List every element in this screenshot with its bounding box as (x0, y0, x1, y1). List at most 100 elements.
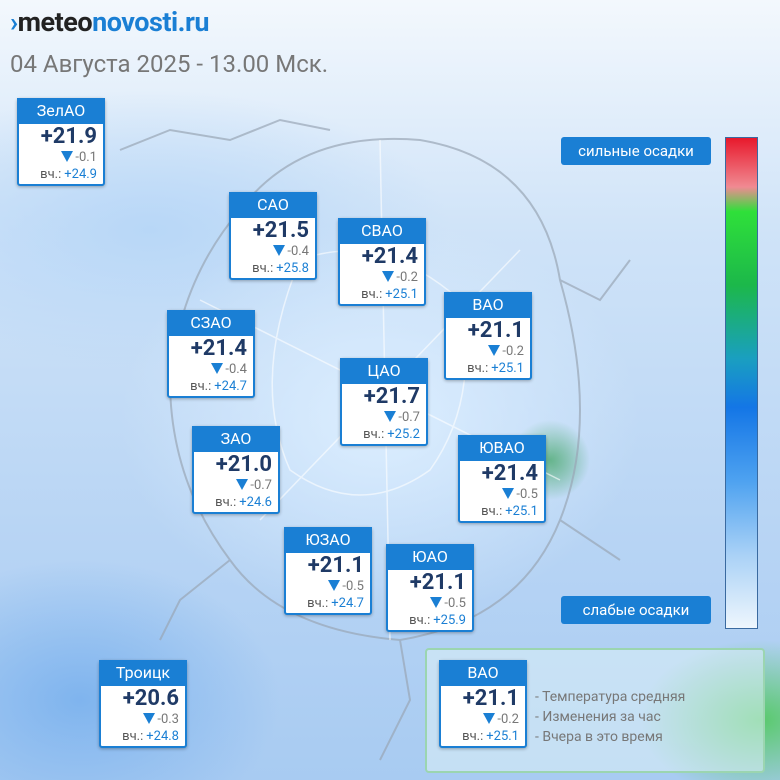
district-card: ЗАО +21.0 -0.7 вч.: +24.6 (192, 426, 280, 514)
yesterday-label: вч.: (361, 287, 383, 302)
down-arrow (502, 488, 515, 499)
logo-text: meteo (17, 6, 93, 38)
color-scale (725, 137, 758, 629)
yesterday: вч.: +25.1 (460, 503, 544, 521)
change-value: -0.3 (157, 712, 179, 727)
change-value: -0.1 (75, 150, 97, 165)
yesterday-label: вч.: (252, 261, 274, 276)
temperature: +21.1 (467, 318, 524, 343)
down-arrow (273, 245, 286, 256)
yesterday-label: вч.: (122, 729, 144, 744)
temperature: +21.5 (252, 218, 309, 243)
district-name: ЮВАО (458, 435, 546, 461)
yesterday-label: вч.: (307, 596, 329, 611)
district-card: ЮЗАО +21.1 -0.5 вч.: +24.7 (284, 527, 372, 615)
yesterday: вч.: +25.9 (388, 612, 472, 630)
district-card: ЦАО +21.7 -0.7 вч.: +25.2 (340, 358, 428, 446)
legend-item: - Изменения за час (535, 709, 661, 725)
down-arrow (211, 363, 224, 374)
hourly-change: -0.7 (194, 478, 278, 494)
hourly-change: -0.1 (19, 150, 103, 166)
yesterday-value: +25.1 (491, 361, 524, 376)
district-name: ЮЗАО (284, 527, 372, 553)
yesterday: вч.: +24.8 (101, 728, 185, 746)
district-card: Троицк +20.6 -0.3 вч.: +24.8 (99, 660, 187, 748)
district-name: СВАО (338, 218, 426, 244)
yesterday: вч.: +24.7 (286, 595, 370, 613)
change-value: -0.7 (398, 410, 420, 425)
hourly-change: -0.4 (231, 244, 315, 260)
yesterday-value: +24.6 (239, 495, 272, 510)
hourly-change: -0.5 (286, 579, 370, 595)
down-arrow (143, 713, 156, 724)
district-name: ЦАО (340, 358, 428, 384)
change-value: -0.5 (444, 596, 466, 611)
yesterday-value: +24.7 (331, 596, 364, 611)
district-name: СЗАО (167, 310, 255, 336)
district-name: ВАО (439, 660, 527, 686)
yesterday-label: вч.: (409, 613, 431, 628)
district-card: ВАО +21.1 -0.2 вч.: +25.1 (439, 660, 527, 748)
district-card: ЮВАО +21.4 -0.5 вч.: +25.1 (458, 435, 546, 523)
temperature: +21.1 (409, 570, 466, 595)
change-value: -0.2 (502, 344, 524, 359)
temperature: +21.4 (361, 244, 418, 269)
change-value: -0.2 (497, 712, 519, 727)
yesterday: вч.: +25.1 (441, 728, 525, 746)
yesterday-value: +25.8 (276, 261, 309, 276)
temperature: +20.6 (122, 686, 179, 711)
temperature: +21.7 (363, 384, 420, 409)
yesterday-label: вч.: (215, 495, 237, 510)
district-name: Троицк (99, 660, 187, 686)
temperature: +21.4 (481, 461, 538, 486)
scale-label: сильные осадки (561, 137, 711, 165)
logo-mark: › (10, 6, 18, 38)
yesterday-value: +25.2 (387, 427, 420, 442)
change-value: -0.2 (396, 270, 418, 285)
logo[interactable]: ›meteonovosti.ru (10, 6, 209, 38)
yesterday-value: +24.8 (146, 729, 179, 744)
district-card: ВАО +21.1 -0.2 вч.: +25.1 (444, 292, 532, 380)
legend-item: - Вчера в это время (535, 729, 663, 745)
down-arrow (488, 345, 501, 356)
yesterday-value: +25.1 (486, 729, 519, 744)
yesterday-value: +25.9 (433, 613, 466, 628)
hourly-change: -0.2 (441, 712, 525, 728)
change-value: -0.5 (342, 579, 364, 594)
district-card: ЮАО +21.1 -0.5 вч.: +25.9 (386, 544, 474, 632)
yesterday-label: вч.: (481, 504, 503, 519)
down-arrow (328, 580, 341, 591)
yesterday: вч.: +24.7 (169, 378, 253, 396)
scale-label: слабые осадки (561, 596, 711, 624)
yesterday-value: +24.9 (64, 167, 97, 182)
hourly-change: -0.2 (446, 344, 530, 360)
temperature: +21.1 (307, 553, 364, 578)
down-arrow (483, 713, 496, 724)
yesterday-label: вч.: (462, 729, 484, 744)
hourly-change: -0.7 (342, 410, 426, 426)
yesterday: вч.: +25.8 (231, 260, 315, 278)
temperature: +21.1 (462, 686, 519, 711)
hourly-change: -0.3 (101, 712, 185, 728)
change-value: -0.4 (287, 244, 309, 259)
district-card: СЗАО +21.4 -0.4 вч.: +24.7 (167, 310, 255, 398)
district-card: САО +21.5 -0.4 вч.: +25.8 (229, 192, 317, 280)
legend-item: - Температура средняя (535, 689, 686, 705)
change-value: -0.5 (516, 487, 538, 502)
down-arrow (61, 151, 74, 162)
yesterday: вч.: +24.9 (19, 166, 103, 184)
district-name: ЗелАО (17, 98, 105, 124)
hourly-change: -0.2 (340, 270, 424, 286)
yesterday-value: +25.1 (505, 504, 538, 519)
down-arrow (382, 271, 395, 282)
yesterday-label: вч.: (40, 167, 62, 182)
yesterday-label: вч.: (190, 379, 212, 394)
logo-text: novosti.ru (92, 6, 209, 38)
district-card: СВАО +21.4 -0.2 вч.: +25.1 (338, 218, 426, 306)
temperature: +21.0 (215, 452, 272, 477)
yesterday-label: вч.: (363, 427, 385, 442)
yesterday: вч.: +24.6 (194, 494, 278, 512)
hourly-change: -0.5 (388, 596, 472, 612)
yesterday: вч.: +25.1 (446, 360, 530, 378)
